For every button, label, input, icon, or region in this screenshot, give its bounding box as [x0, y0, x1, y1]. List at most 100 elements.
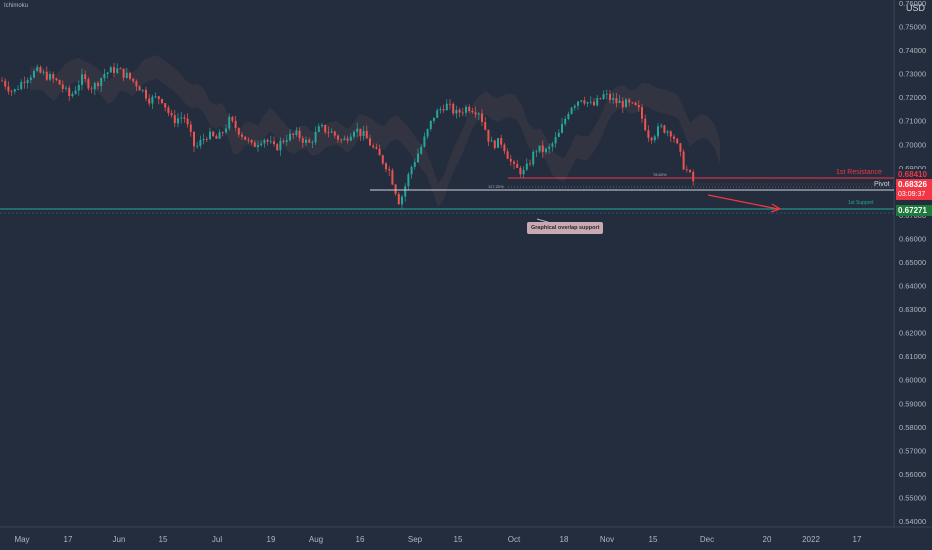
- candle-body: [551, 143, 554, 147]
- fib-retracement-label: 78.60%: [653, 172, 667, 177]
- candle-body: [289, 133, 291, 141]
- candle-body: [340, 139, 343, 141]
- candle-body: [145, 89, 147, 99]
- candle-body: [458, 109, 461, 113]
- candle-body: [20, 82, 23, 90]
- plot-area: [0, 0, 894, 527]
- candle-body: [522, 169, 525, 175]
- price-axis[interactable]: [894, 0, 932, 527]
- candle-body: [269, 141, 272, 143]
- candle-body: [113, 67, 115, 73]
- candle-body: [353, 131, 355, 137]
- candle-body: [324, 124, 327, 133]
- candle-body: [234, 120, 237, 129]
- candle-body: [455, 109, 458, 114]
- candle-body: [580, 100, 583, 102]
- candle-body: [212, 131, 215, 136]
- x-tick-label: 16: [356, 535, 365, 544]
- candle-body: [193, 131, 195, 147]
- candle-body: [609, 93, 611, 100]
- indicator-label[interactable]: Ichimoku: [4, 3, 29, 9]
- candle-body: [445, 103, 448, 111]
- candle-body: [561, 123, 563, 133]
- candle-body: [426, 129, 429, 137]
- candle-body: [378, 148, 381, 156]
- candle-body: [253, 142, 256, 147]
- candle-body: [292, 133, 295, 135]
- candle-body: [525, 163, 528, 170]
- candle-body: [148, 98, 151, 104]
- candle-body: [356, 128, 359, 132]
- candle-body: [599, 98, 602, 99]
- candle-body: [692, 172, 695, 182]
- candle-body: [372, 145, 375, 148]
- candle-body: [337, 135, 339, 140]
- candle-body: [228, 116, 231, 129]
- candle-body: [58, 80, 61, 85]
- candle-body: [417, 153, 419, 163]
- candle-body: [545, 148, 547, 153]
- candle-body: [4, 80, 7, 87]
- candle-body: [673, 136, 675, 139]
- candle-body: [52, 74, 55, 79]
- candle-body: [65, 87, 67, 89]
- projection-arrow-line: [707, 194, 779, 210]
- candle-body: [164, 103, 167, 108]
- candle-body: [311, 142, 314, 144]
- candle-body: [90, 88, 93, 90]
- candle-body: [157, 96, 160, 99]
- y-tick-label: 0.60000: [899, 376, 926, 385]
- x-tick-label: 20: [763, 535, 772, 544]
- candle-body: [244, 136, 247, 140]
- candle-body: [327, 132, 330, 134]
- projection-arrow-head: [770, 203, 782, 213]
- candle-body: [218, 132, 221, 139]
- candle-body: [676, 138, 679, 144]
- candle-body: [225, 128, 227, 133]
- time-axis-ticks: May 17 Jun 15 Jul 19 Aug 16 Sep 15 Oct 18 Nov 15 Dec 20…: [14, 535, 862, 544]
- candle-body: [644, 118, 647, 131]
- fib-extension-label: 127.20%: [488, 184, 504, 189]
- candle-body: [305, 139, 307, 143]
- candle-body: [506, 151, 509, 159]
- x-tick-label: Oct: [508, 535, 521, 544]
- candle-body: [39, 67, 42, 73]
- candle-body: [516, 163, 519, 168]
- x-tick-label: 2022: [802, 535, 820, 544]
- candle-body: [407, 174, 410, 187]
- candle-body: [17, 89, 19, 90]
- candle-body: [385, 163, 387, 170]
- resistance-label: 1st Resistance: [836, 169, 882, 176]
- candle-body: [653, 136, 656, 141]
- candle-body: [71, 93, 74, 96]
- x-tick-label: Nov: [600, 535, 614, 544]
- candle-body: [602, 94, 605, 99]
- candle-body: [177, 118, 179, 124]
- overlap-support-callout: Graphical overlap support: [527, 222, 604, 234]
- candle-body: [509, 158, 512, 162]
- candle-body: [29, 77, 32, 81]
- candle-body: [381, 155, 384, 164]
- pivot-label: Pivot: [874, 181, 890, 188]
- support-label: 1st Support: [848, 200, 874, 206]
- candle-body: [359, 128, 362, 137]
- candle-body: [615, 98, 618, 104]
- x-tick-label: 18: [560, 535, 569, 544]
- y-tick-label: 0.63000: [899, 305, 926, 314]
- candle-body: [170, 113, 173, 116]
- candle-body: [81, 74, 83, 85]
- price-axis-ticks: 0.76000 0.75000 0.74000 0.73000 0.72000 0.710…: [899, 0, 926, 526]
- y-tick-label: 0.70000: [899, 140, 926, 149]
- y-tick-label: 0.59000: [899, 399, 926, 408]
- candle-body: [557, 132, 560, 137]
- candle-body: [173, 115, 176, 124]
- candle-body: [490, 140, 493, 142]
- candle-body: [503, 144, 506, 152]
- candle-body: [33, 71, 35, 78]
- candle-body: [129, 72, 131, 79]
- candle-body: [167, 107, 170, 113]
- candle-body: [641, 107, 643, 119]
- candle-body: [241, 134, 243, 137]
- candle-body: [247, 139, 250, 141]
